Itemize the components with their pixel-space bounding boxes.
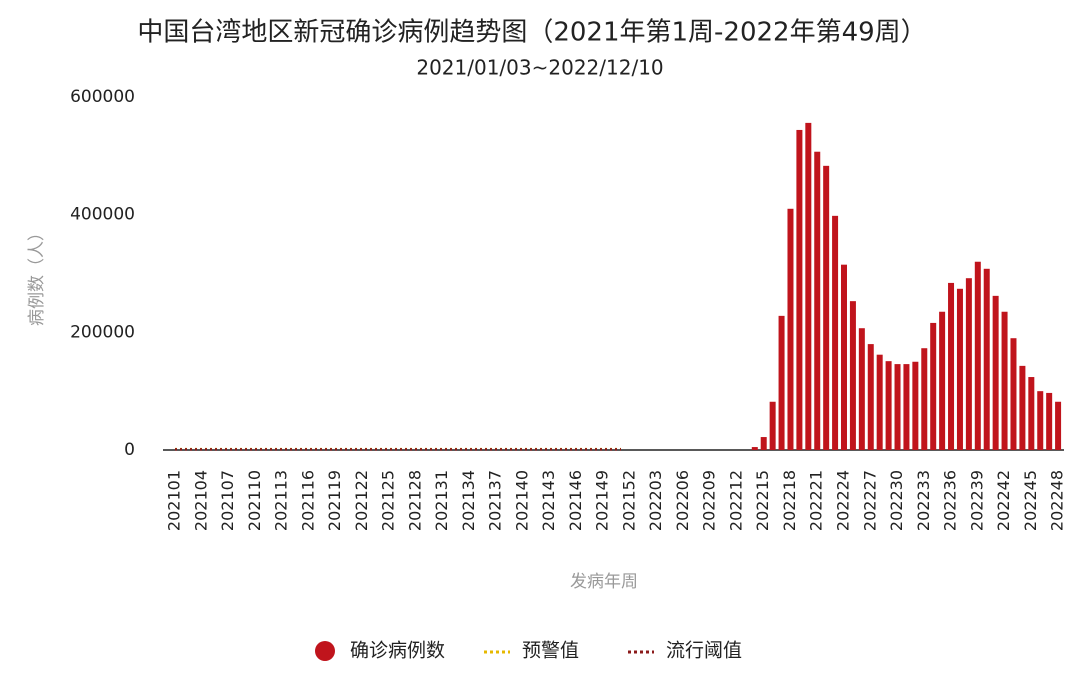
legend-marker (315, 641, 335, 661)
y-tick-label: 600000 (70, 87, 135, 107)
bar (894, 364, 901, 450)
bar (849, 301, 856, 450)
x-tick-label: 202140 (512, 470, 531, 531)
bar (796, 129, 803, 451)
x-tick-label: 202104 (191, 470, 210, 531)
x-tick-label: 202146 (566, 470, 585, 531)
y-tick-label: 0 (124, 440, 135, 460)
legend-label: 预警值 (522, 640, 579, 662)
bar (939, 311, 946, 450)
x-tick-label: 202152 (619, 470, 638, 531)
bar (1019, 365, 1026, 450)
bar (805, 122, 812, 451)
x-tick-label: 202239 (967, 470, 986, 531)
x-axis-label: 发病年周 (570, 572, 638, 592)
bar (956, 288, 963, 450)
bar (1010, 338, 1017, 450)
bar (787, 208, 794, 450)
bar (948, 282, 955, 450)
bar (823, 165, 830, 450)
x-tick-label: 202128 (405, 470, 424, 531)
bar (965, 278, 972, 450)
bar (974, 261, 981, 450)
bar (832, 215, 839, 450)
bar (858, 328, 865, 450)
bar (1001, 311, 1008, 450)
x-tick-label: 202218 (780, 470, 799, 531)
bar (814, 151, 821, 450)
x-tick-label: 202122 (352, 470, 371, 531)
bar (885, 361, 892, 450)
x-tick-label: 202230 (887, 470, 906, 531)
bar (1028, 377, 1035, 450)
x-tick-label: 202248 (1048, 470, 1067, 531)
bar (751, 447, 758, 450)
bar (769, 401, 776, 450)
bar (841, 264, 847, 450)
bar (778, 315, 785, 450)
chart-title: 中国台湾地区新冠确诊病例趋势图（2021年第1周-2022年第49周） (137, 18, 926, 48)
bar (992, 295, 999, 450)
legend-label: 确诊病例数 (350, 640, 445, 662)
x-tick-label: 202236 (941, 470, 960, 531)
y-tick-label: 400000 (70, 205, 135, 225)
x-tick-label: 202107 (218, 470, 237, 531)
x-tick-label: 202137 (486, 470, 505, 531)
x-tick-label: 202110 (245, 470, 264, 531)
x-tick-label: 202215 (753, 470, 772, 531)
bar (903, 364, 910, 450)
x-tick-label: 202125 (379, 470, 398, 531)
x-tick-label: 202131 (432, 470, 451, 531)
legend-label: 流行阈值 (666, 640, 742, 662)
y-tick-label: 200000 (70, 322, 135, 342)
x-tick-label: 202119 (325, 470, 344, 531)
x-tick-label: 202209 (700, 470, 719, 531)
x-tick-label: 202113 (272, 470, 291, 531)
x-tick-label: 202206 (673, 470, 692, 531)
x-tick-label: 202203 (646, 470, 665, 531)
bar (930, 322, 937, 450)
bar (1055, 401, 1062, 450)
bar (912, 361, 919, 450)
x-tick-label: 202221 (807, 470, 826, 531)
x-tick-label: 202143 (539, 470, 558, 531)
x-tick-label: 202134 (459, 470, 478, 531)
bar (867, 344, 874, 450)
x-tick-label: 202212 (726, 470, 745, 531)
bar (1046, 392, 1053, 450)
x-tick-label: 202227 (860, 470, 879, 531)
x-tick-label: 202233 (914, 470, 933, 531)
bar (876, 354, 883, 450)
x-tick-label: 202224 (834, 470, 853, 531)
bar (760, 437, 767, 450)
x-tick-label: 202242 (994, 470, 1013, 531)
bar (921, 348, 928, 450)
y-axis-label: 病例数（人） (27, 224, 47, 326)
chart-subtitle: 2021/01/03~2022/12/10 (416, 56, 663, 80)
x-tick-label: 202116 (298, 470, 317, 531)
x-tick-label: 202101 (165, 470, 184, 531)
bar (1037, 391, 1044, 450)
bar (983, 268, 990, 450)
x-tick-label: 202245 (1021, 470, 1040, 531)
x-tick-label: 202149 (593, 470, 612, 531)
